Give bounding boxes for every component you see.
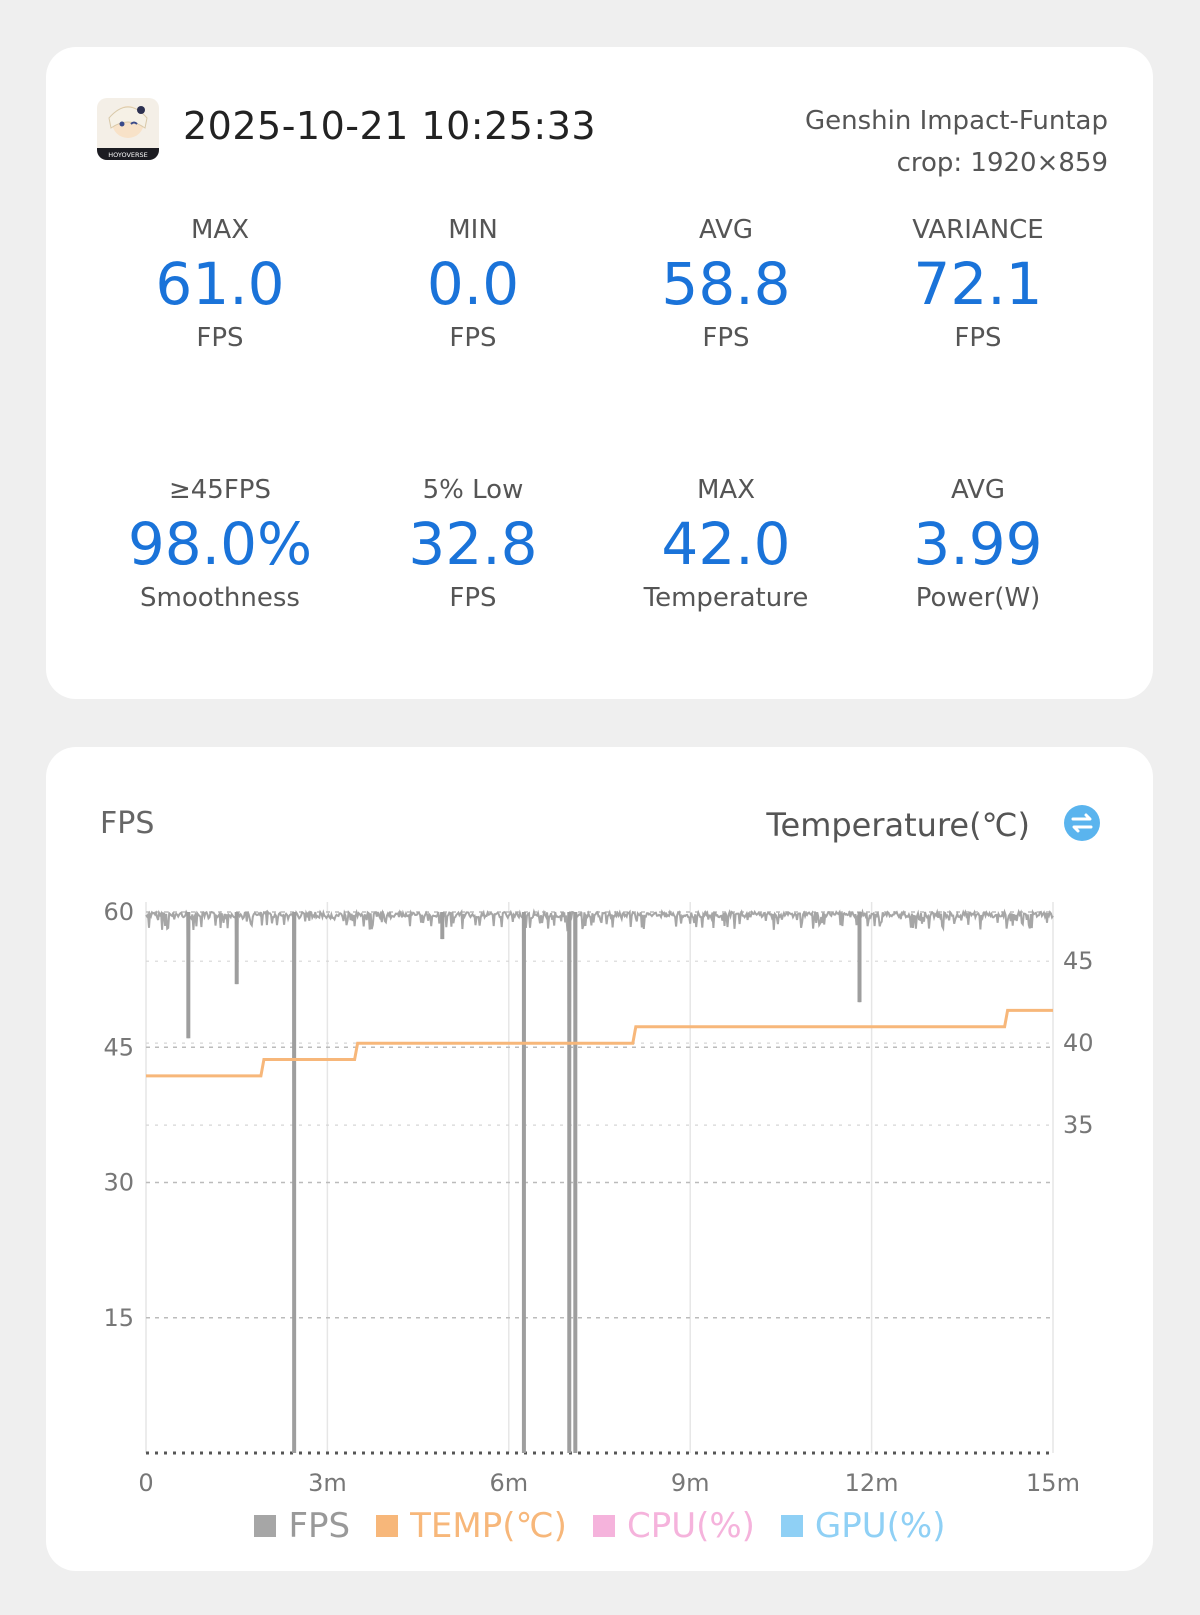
x-tick-label: 12m [845,1469,899,1497]
x-tick-label: 6m [489,1469,528,1497]
x-tick-label: 9m [671,1469,710,1497]
stat-max-temperature: MAX 42.0 Temperature [600,472,852,616]
legend-item-temp[interactable]: TEMP(℃) [376,1506,567,1546]
stat-unit: FPS [196,323,244,353]
game-name: Genshin Impact-Funtap [804,106,1108,136]
y-right-tick-label: 40 [1063,1029,1094,1057]
stat-unit: FPS [449,583,497,613]
stat-smoothness: ≥45FPS 98.0% Smoothness [94,472,346,616]
y-left-tick-label: 15 [103,1304,134,1332]
stat-unit: FPS [702,323,750,353]
stat-label: MIN [448,215,498,245]
stat-label: MAX [696,475,756,505]
game-app-icon[interactable]: HOYOVERSE [97,98,159,160]
y-left-tick-label: 45 [103,1033,134,1061]
stat-label: 5% Low [422,475,524,505]
y-left-tick-label: 30 [103,1169,134,1197]
stat-max-fps: MAX 61.0 FPS [94,212,346,356]
stat-avg-fps: AVG 58.8 FPS [600,212,852,356]
game-info: Genshin Impact-Funtap crop: 1920×859 [805,100,1108,184]
chart-card [46,747,1153,1571]
stat-value: 58.8 [661,250,791,318]
stat-avg-power: AVG 3.99 Power(W) [852,472,1104,616]
temperature-series-line [146,1008,1053,1078]
svg-text:HOYOVERSE: HOYOVERSE [108,151,148,159]
y-left-tick-label: 60 [103,898,134,926]
stat-label: MAX [190,215,250,245]
legend-label: FPS [288,1506,351,1546]
legend-label: TEMP(℃) [410,1506,567,1546]
legend-item-fps[interactable]: FPS [254,1506,350,1546]
stat-value: 72.1 [913,250,1043,318]
legend-item-cpu[interactable]: CPU(%) [592,1506,755,1546]
chart-left-axis-title: FPS [100,806,155,841]
stat-label: AVG [950,475,1006,505]
stat-label: AVG [698,215,754,245]
x-tick-label: 3m [308,1469,347,1497]
stat-5pct-low: 5% Low 32.8 FPS [347,472,599,616]
legend-swatch [780,1515,803,1537]
swap-axis-icon[interactable] [1063,804,1101,842]
stat-value: 98.0% [127,510,313,578]
stat-label: ≥45FPS [168,475,271,505]
legend-item-gpu[interactable]: GPU(%) [780,1506,946,1546]
stat-min-fps: MIN 0.0 FPS [347,212,599,356]
stat-value: 32.8 [408,510,538,578]
x-tick-label: 0 [138,1469,153,1497]
legend-label: CPU(%) [626,1506,755,1546]
session-datetime: 2025-10-21 10:25:33 [183,104,597,148]
stat-value: 3.99 [913,510,1043,578]
chart-legend: FPS TEMP(℃) CPU(%) GPU(%) [0,1506,1200,1546]
x-tick-label: 15m [1026,1469,1080,1497]
legend-swatch [376,1515,399,1537]
legend-swatch [254,1515,277,1537]
stat-value: 42.0 [661,510,791,578]
summary-card [46,47,1153,699]
y-right-tick-label: 45 [1063,947,1094,975]
stat-variance: VARIANCE 72.1 FPS [852,212,1104,356]
chart-right-axis-title[interactable]: Temperature(℃) [766,806,1030,844]
stat-unit: Power(W) [915,583,1041,613]
stat-unit: Temperature [643,583,809,613]
stat-value: 61.0 [155,250,285,318]
legend-label: GPU(%) [814,1506,946,1546]
crop-resolution: crop: 1920×859 [896,148,1108,178]
stat-unit: Smoothness [140,583,300,613]
legend-swatch [592,1515,615,1537]
stat-unit: FPS [449,323,497,353]
y-right-tick-label: 35 [1063,1111,1094,1139]
stat-label: VARIANCE [912,215,1044,245]
fps-series-line [145,908,1054,1454]
stat-value: 0.0 [426,250,520,318]
stat-unit: FPS [954,323,1002,353]
